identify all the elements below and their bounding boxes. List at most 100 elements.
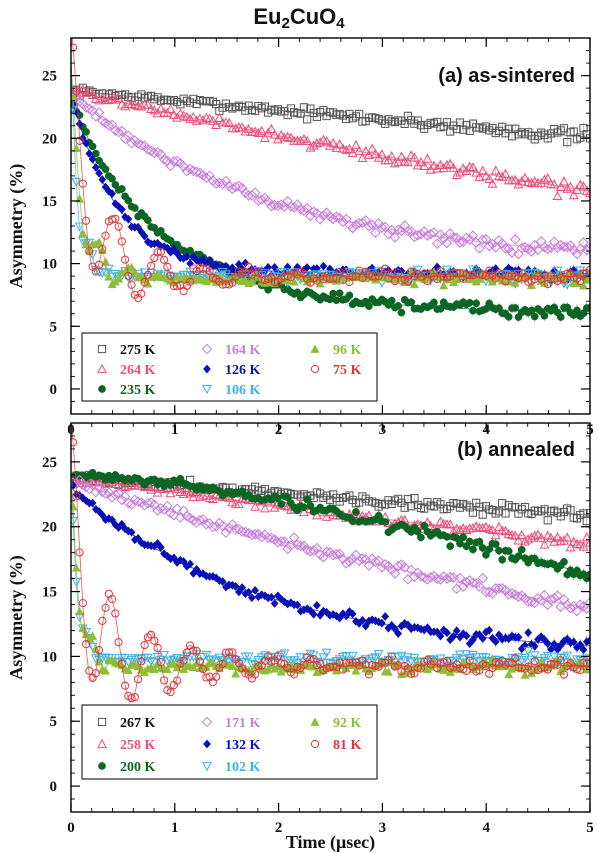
data-point (585, 187, 590, 198)
data-point (552, 590, 563, 601)
data-point (249, 187, 261, 199)
legend-marker (201, 716, 213, 728)
data-point (315, 137, 326, 147)
data-point (195, 263, 204, 272)
legend-entry: 258 K (97, 738, 156, 753)
legend-label: 96 K (333, 343, 362, 358)
data-point (467, 230, 479, 241)
data-point (360, 655, 371, 665)
data-point (344, 656, 355, 666)
series-92k (71, 468, 590, 681)
data-point (254, 268, 263, 277)
data-point (381, 518, 390, 526)
data-point (576, 277, 585, 286)
data-point (91, 504, 100, 514)
data-point (422, 153, 433, 163)
data-point (477, 165, 488, 175)
data-point (243, 527, 254, 539)
data-point (446, 663, 455, 672)
data-point (136, 101, 147, 111)
data-point (130, 267, 140, 276)
data-point (504, 669, 514, 679)
panel-b: 0 1 2 3 4 5 0 5 10 15 20 25 Asymmetry (%) (b) anneale… (6, 422, 594, 853)
data-point (264, 274, 273, 283)
data-point (555, 181, 566, 192)
data-point (586, 636, 590, 645)
data-point (302, 135, 313, 146)
data-point (399, 562, 410, 573)
data-point (458, 655, 469, 665)
data-point (581, 531, 590, 542)
data-point (95, 168, 104, 178)
data-point (178, 161, 189, 172)
data-point (290, 670, 299, 679)
data-point (328, 660, 339, 670)
data-point (585, 270, 590, 281)
legend: 275 K 264 K 235 K 164 K 126 K 106 K 96 K 75 K (81, 332, 378, 402)
data-point (487, 178, 498, 188)
legend-marker (98, 385, 106, 393)
data-point (84, 85, 95, 95)
data-point (188, 111, 199, 122)
data-point (459, 533, 468, 542)
legend-label: 106 K (225, 383, 261, 398)
data-point (446, 542, 455, 551)
data-point (217, 267, 228, 278)
data-point (162, 155, 173, 167)
data-point (549, 536, 560, 546)
data-point (338, 665, 348, 674)
data-point (243, 123, 254, 134)
data-point (585, 658, 590, 668)
data-point (158, 503, 170, 515)
legend-entry: 235 K (98, 383, 156, 398)
data-point (214, 177, 225, 189)
data-point (143, 270, 152, 279)
data-point (377, 618, 386, 628)
data-point (445, 519, 456, 529)
x-tick-label: 1 (171, 820, 179, 836)
data-point (280, 597, 289, 607)
data-point (225, 648, 234, 657)
data-point (309, 609, 318, 619)
data-point (160, 676, 169, 685)
data-point (465, 298, 474, 307)
data-point (504, 547, 513, 555)
data-point (579, 269, 588, 278)
data-point (153, 248, 162, 257)
data-point (468, 650, 478, 661)
data-point (178, 270, 189, 281)
data-point (103, 94, 114, 105)
data-point (236, 182, 248, 194)
data-point (94, 645, 104, 655)
data-point (536, 532, 547, 542)
data-point (147, 261, 156, 270)
data-point (449, 268, 458, 277)
data-point (188, 662, 198, 672)
y-tick-label: 20 (42, 520, 57, 536)
data-point (142, 99, 153, 109)
data-point (348, 272, 357, 281)
data-point (520, 670, 530, 679)
data-point (586, 570, 590, 579)
data-point (321, 648, 332, 658)
data-point (74, 474, 85, 486)
legend-entry: 96 K (310, 343, 362, 358)
data-point (195, 657, 204, 666)
data-point (71, 143, 81, 153)
data-point (585, 265, 590, 274)
data-point (350, 139, 361, 150)
data-point (77, 84, 88, 94)
data-point (438, 233, 450, 244)
data-point (119, 133, 131, 144)
data-point (584, 596, 590, 608)
data-point (97, 115, 108, 127)
data-point (218, 577, 227, 587)
legend-label: 171 K (225, 716, 261, 731)
data-point (585, 509, 590, 518)
data-point (563, 269, 572, 278)
y-tick-label: 15 (42, 585, 57, 601)
data-point (160, 255, 169, 264)
data-point (117, 237, 126, 246)
series-200k (71, 468, 590, 584)
data-point (80, 481, 92, 493)
